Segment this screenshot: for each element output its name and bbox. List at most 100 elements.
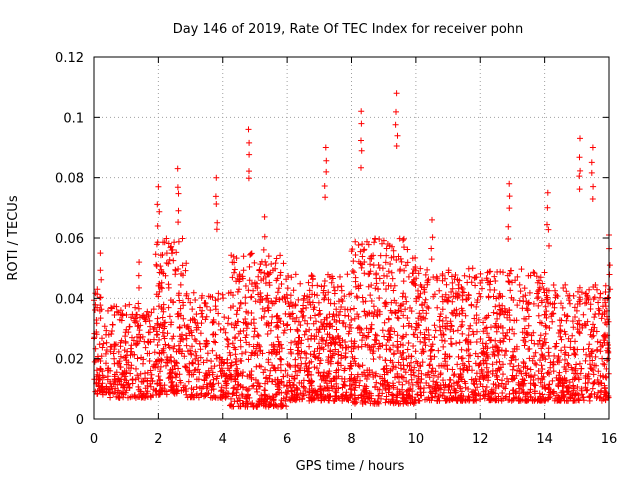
data-point xyxy=(107,343,114,350)
data-point xyxy=(279,402,286,409)
data-point xyxy=(339,375,345,382)
data-point xyxy=(447,318,454,325)
data-point xyxy=(568,364,575,371)
y-axis-label: ROTI / TECUs xyxy=(6,195,21,280)
data-point xyxy=(348,317,355,323)
data-point xyxy=(262,380,268,387)
data-point xyxy=(580,346,587,353)
data-point xyxy=(261,308,268,315)
data-point xyxy=(598,397,605,404)
data-point xyxy=(376,340,383,347)
data-point xyxy=(435,394,442,400)
data-point xyxy=(586,393,593,400)
data-point xyxy=(257,261,264,268)
data-point xyxy=(590,332,597,339)
data-point xyxy=(292,302,299,309)
data-point xyxy=(172,370,179,377)
data-point xyxy=(96,341,103,348)
data-point xyxy=(240,253,247,260)
data-point xyxy=(443,314,449,321)
data-point xyxy=(99,388,105,395)
data-point xyxy=(361,270,368,277)
data-point xyxy=(481,395,488,402)
data-point xyxy=(557,328,564,335)
data-point xyxy=(282,397,289,404)
data-point xyxy=(314,365,320,372)
data-point xyxy=(303,304,310,311)
data-point xyxy=(267,327,274,334)
data-point xyxy=(509,366,516,373)
data-point xyxy=(506,270,513,277)
data-point xyxy=(145,339,152,346)
data-point xyxy=(157,284,164,291)
data-point xyxy=(302,328,309,335)
data-point xyxy=(127,370,134,377)
data-point xyxy=(111,341,118,348)
data-point xyxy=(509,326,516,333)
data-point xyxy=(531,388,538,395)
data-point xyxy=(296,379,303,386)
data-point xyxy=(301,384,308,391)
data-point xyxy=(295,318,302,325)
data-point xyxy=(323,337,330,344)
data-point xyxy=(506,180,513,187)
data-point xyxy=(407,304,413,311)
data-point xyxy=(163,235,170,242)
data-point xyxy=(446,376,453,383)
data-point xyxy=(197,354,204,361)
data-point xyxy=(513,317,520,324)
data-point xyxy=(564,312,571,319)
data-point xyxy=(355,344,362,351)
data-point xyxy=(388,254,395,261)
data-point xyxy=(441,338,448,344)
data-point xyxy=(477,293,484,300)
data-point xyxy=(450,380,457,387)
data-point xyxy=(424,371,431,378)
data-point xyxy=(459,355,466,362)
data-point xyxy=(154,239,161,246)
data-point xyxy=(358,108,365,115)
data-point xyxy=(229,259,236,266)
data-point xyxy=(342,306,348,313)
data-point xyxy=(192,348,199,355)
data-point xyxy=(300,383,307,390)
data-point xyxy=(561,351,568,358)
data-point xyxy=(322,341,329,347)
data-point xyxy=(542,385,549,392)
data-point xyxy=(558,336,565,343)
data-point xyxy=(542,303,549,310)
data-point xyxy=(217,368,224,375)
data-point xyxy=(325,296,332,303)
data-point xyxy=(225,315,232,322)
data-point xyxy=(518,266,525,273)
data-point xyxy=(178,350,185,357)
data-point xyxy=(510,363,517,370)
data-point xyxy=(436,385,443,392)
data-point xyxy=(280,329,287,336)
data-point xyxy=(265,299,272,306)
data-point xyxy=(417,265,424,272)
data-point xyxy=(272,260,279,267)
data-point xyxy=(578,385,585,392)
data-point xyxy=(334,284,341,290)
data-point xyxy=(245,321,251,328)
data-point xyxy=(565,397,572,404)
data-point xyxy=(284,383,291,389)
data-point xyxy=(451,276,458,283)
data-point xyxy=(193,384,200,390)
data-point xyxy=(408,308,415,315)
data-point xyxy=(336,339,343,346)
data-point xyxy=(321,326,328,333)
data-point xyxy=(217,326,224,333)
data-point xyxy=(114,308,120,315)
data-point xyxy=(165,304,172,311)
data-point xyxy=(400,235,407,242)
data-point xyxy=(592,311,599,318)
data-point xyxy=(489,396,495,403)
data-point xyxy=(383,286,389,293)
data-point xyxy=(108,305,115,312)
data-point xyxy=(156,288,163,295)
data-point xyxy=(195,376,202,383)
data-point xyxy=(263,262,270,269)
data-point xyxy=(557,333,564,340)
